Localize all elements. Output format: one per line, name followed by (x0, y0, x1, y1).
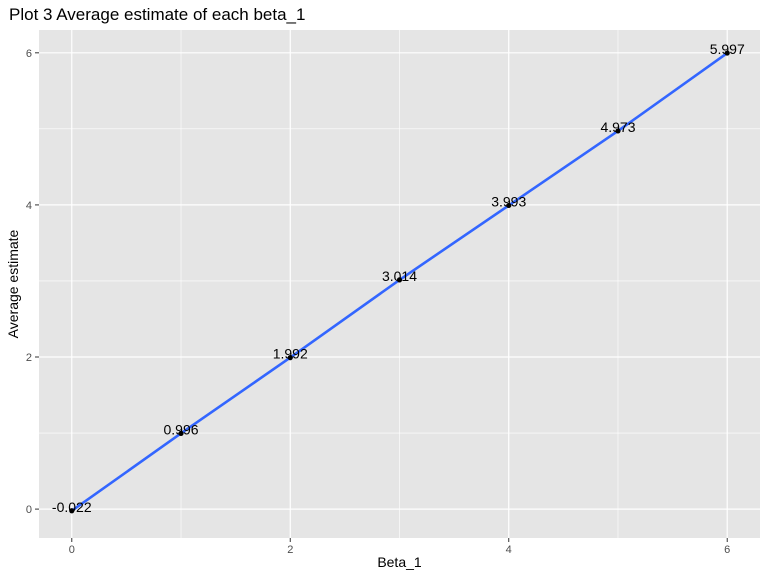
ticks-layer: 0 2 4 6 0 2 4 6 (26, 48, 730, 556)
data-label: 1.992 (273, 346, 308, 362)
data-point (724, 50, 730, 56)
series-layer: -0.022 0.996 1.992 3.014 3.993 4.973 5.997 (52, 41, 745, 515)
chart-title: Plot 3 Average estimate of each beta_1 (9, 5, 305, 24)
y-tick-label: 2 (26, 352, 32, 364)
y-tick-label: 6 (26, 48, 32, 60)
data-label: -0.022 (52, 499, 92, 515)
x-tick-label: 6 (724, 544, 730, 556)
x-tick-label: 0 (69, 544, 75, 556)
data-point (615, 128, 621, 134)
y-tick-label: 0 (26, 504, 32, 516)
data-label: 3.014 (382, 268, 417, 284)
y-tick-label: 4 (26, 200, 32, 212)
x-axis-title: Beta_1 (377, 554, 422, 570)
x-tick-label: 4 (506, 544, 512, 556)
major-gridlines (39, 30, 760, 538)
y-axis-title: Average estimate (5, 229, 21, 338)
data-label: 3.993 (491, 193, 526, 209)
data-point (178, 430, 184, 436)
minor-gridlines (39, 30, 760, 538)
data-point (69, 508, 75, 514)
data-point (506, 202, 512, 209)
data-point (287, 355, 293, 361)
data-label: 4.973 (600, 119, 635, 135)
data-point (396, 277, 403, 283)
data-label: 5.997 (710, 41, 745, 57)
x-tick-label: 2 (287, 544, 293, 556)
data-label: 0.996 (163, 421, 198, 437)
